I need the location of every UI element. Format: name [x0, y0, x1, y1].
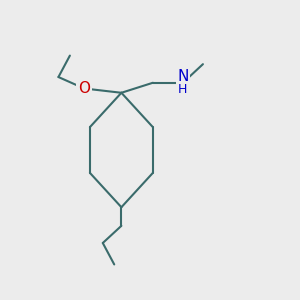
Text: H: H — [178, 82, 188, 96]
Text: N: N — [177, 69, 189, 84]
Text: O: O — [78, 81, 90, 96]
